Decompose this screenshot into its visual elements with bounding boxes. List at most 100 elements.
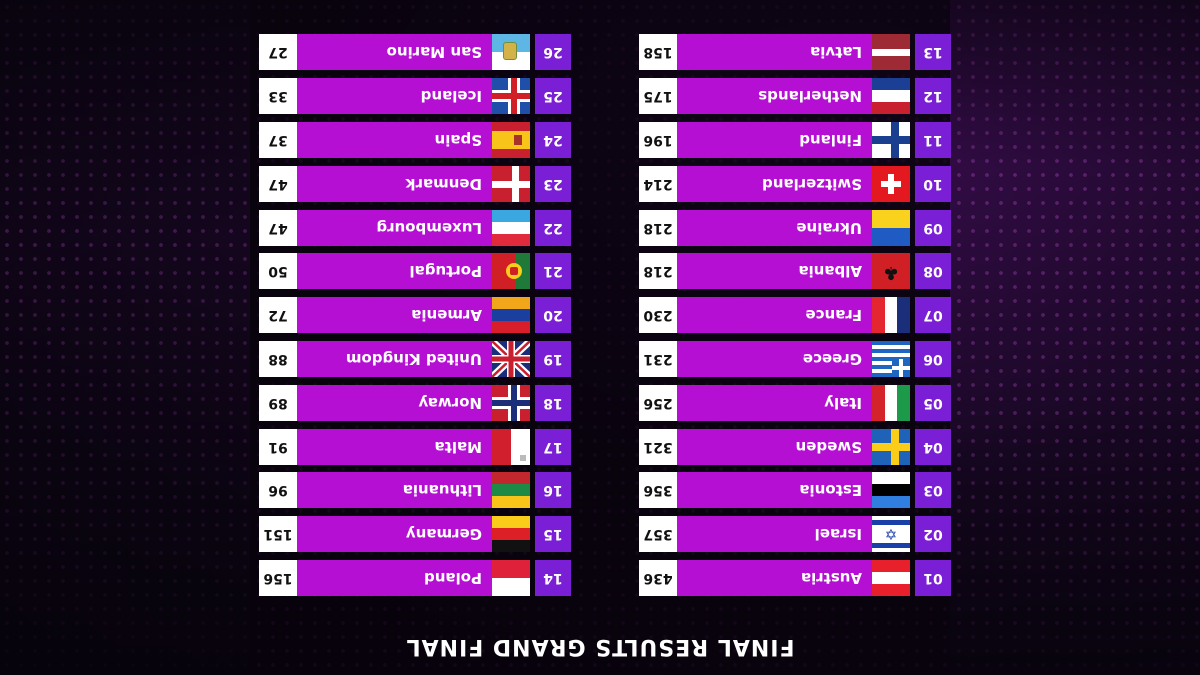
result-row: 20 Armenia 72 (259, 297, 571, 334)
country-bar: Norway (297, 384, 530, 421)
rank-number: 06 (915, 341, 951, 378)
greece-flag (872, 341, 910, 378)
country-bar: Sweden (677, 428, 910, 465)
country-name: France (805, 306, 862, 325)
ukraine-flag (872, 209, 910, 246)
country-name: Estonia (799, 481, 862, 500)
result-row: 21 Portugal 50 (259, 253, 571, 290)
country-bar: San Marino (297, 34, 530, 71)
points-total: 151 (259, 516, 297, 553)
rank-number: 25 (535, 78, 571, 115)
result-row: 22 Luxembourg 47 (259, 209, 571, 246)
country-name: Ukraine (796, 218, 862, 237)
israel-flag: ✡ (872, 516, 910, 553)
country-name: Luxembourg (376, 218, 482, 237)
country-bar: Spain (297, 122, 530, 159)
country-name: Netherlands (758, 87, 862, 106)
portugal-flag (492, 253, 530, 290)
result-row: 08 ♣ Albania 218 (639, 253, 951, 290)
country-bar: France (677, 297, 910, 334)
rank-number: 02 (915, 516, 951, 553)
points-total: 214 (639, 165, 677, 202)
estonia-flag (872, 472, 910, 509)
country-name: Spain (434, 131, 482, 150)
result-row: 13 Latvia 158 (639, 34, 951, 71)
result-row: 03 Estonia 356 (639, 472, 951, 509)
rank-number: 08 (915, 253, 951, 290)
country-name: Malta (434, 437, 482, 456)
country-bar: Malta (297, 428, 530, 465)
points-total: 357 (639, 516, 677, 553)
points-total: 256 (639, 384, 677, 421)
result-row: 06 Greece 231 (639, 341, 951, 378)
latvia-flag (872, 34, 910, 71)
country-name: Austria (800, 569, 862, 587)
country-bar: Finland (677, 122, 910, 159)
rank-number: 26 (535, 34, 571, 71)
points-total: 47 (259, 165, 297, 202)
country-name: Israel (814, 525, 862, 544)
lithuania-flag (492, 472, 530, 509)
country-name: Greece (802, 350, 862, 369)
result-row: 23 Denmark 47 (259, 165, 571, 202)
points-total: 158 (639, 34, 677, 71)
rank-number: 12 (915, 78, 951, 115)
result-row: 05 Italy 256 (639, 384, 951, 421)
austria-flag (872, 560, 910, 596)
result-row: 15 Germany 151 (259, 516, 571, 553)
netherlands-flag (872, 78, 910, 115)
result-row: 25 Iceland 33 (259, 78, 571, 115)
background-shade-left (0, 0, 250, 675)
country-bar: Lithuania (297, 472, 530, 509)
denmark-flag (492, 165, 530, 202)
rank-number: 04 (915, 428, 951, 465)
country-name: Finland (799, 131, 862, 150)
country-bar: ♣ Albania (677, 253, 910, 290)
result-row: 24 Spain 37 (259, 122, 571, 159)
points-total: 50 (259, 253, 297, 290)
rank-number: 21 (535, 253, 571, 290)
points-total: 196 (639, 122, 677, 159)
norway-flag (492, 384, 530, 421)
points-total: 436 (639, 560, 677, 596)
country-name: Lithuania (402, 481, 482, 500)
san-marino-flag (492, 34, 530, 71)
finland-flag (872, 122, 910, 159)
armenia-flag (492, 297, 530, 334)
result-row: 04 Sweden 321 (639, 428, 951, 465)
country-name: San Marino (386, 43, 482, 62)
country-bar: Netherlands (677, 78, 910, 115)
country-bar: Denmark (297, 165, 530, 202)
points-total: 218 (639, 209, 677, 246)
points-total: 27 (259, 34, 297, 71)
country-name: Poland (424, 569, 482, 587)
rank-number: 15 (535, 516, 571, 553)
country-bar: Italy (677, 384, 910, 421)
country-name: Germany (405, 525, 482, 544)
points-total: 89 (259, 384, 297, 421)
country-bar: Poland (297, 560, 530, 596)
rank-number: 18 (535, 384, 571, 421)
result-row: 26 San Marino 27 (259, 34, 571, 71)
country-bar: United Kingdom (297, 341, 530, 378)
points-total: 231 (639, 341, 677, 378)
germany-flag (492, 516, 530, 553)
country-bar: Armenia (297, 297, 530, 334)
country-name: Albania (798, 262, 862, 281)
rank-number: 14 (535, 560, 571, 596)
country-bar: Iceland (297, 78, 530, 115)
switzerland-flag (872, 165, 910, 202)
rank-number: 03 (915, 472, 951, 509)
malta-flag (492, 428, 530, 465)
country-name: United Kingdom (345, 350, 482, 369)
united-kingdom-flag (492, 341, 530, 378)
spain-flag (492, 122, 530, 159)
country-bar: Estonia (677, 472, 910, 509)
result-row: 18 Norway 89 (259, 384, 571, 421)
rank-number: 19 (535, 341, 571, 378)
result-row: 14 Poland 156 (259, 560, 571, 596)
rank-number: 09 (915, 209, 951, 246)
result-row: 10 Switzerland 214 (639, 165, 951, 202)
result-row: 07 France 230 (639, 297, 951, 334)
points-total: 88 (259, 341, 297, 378)
